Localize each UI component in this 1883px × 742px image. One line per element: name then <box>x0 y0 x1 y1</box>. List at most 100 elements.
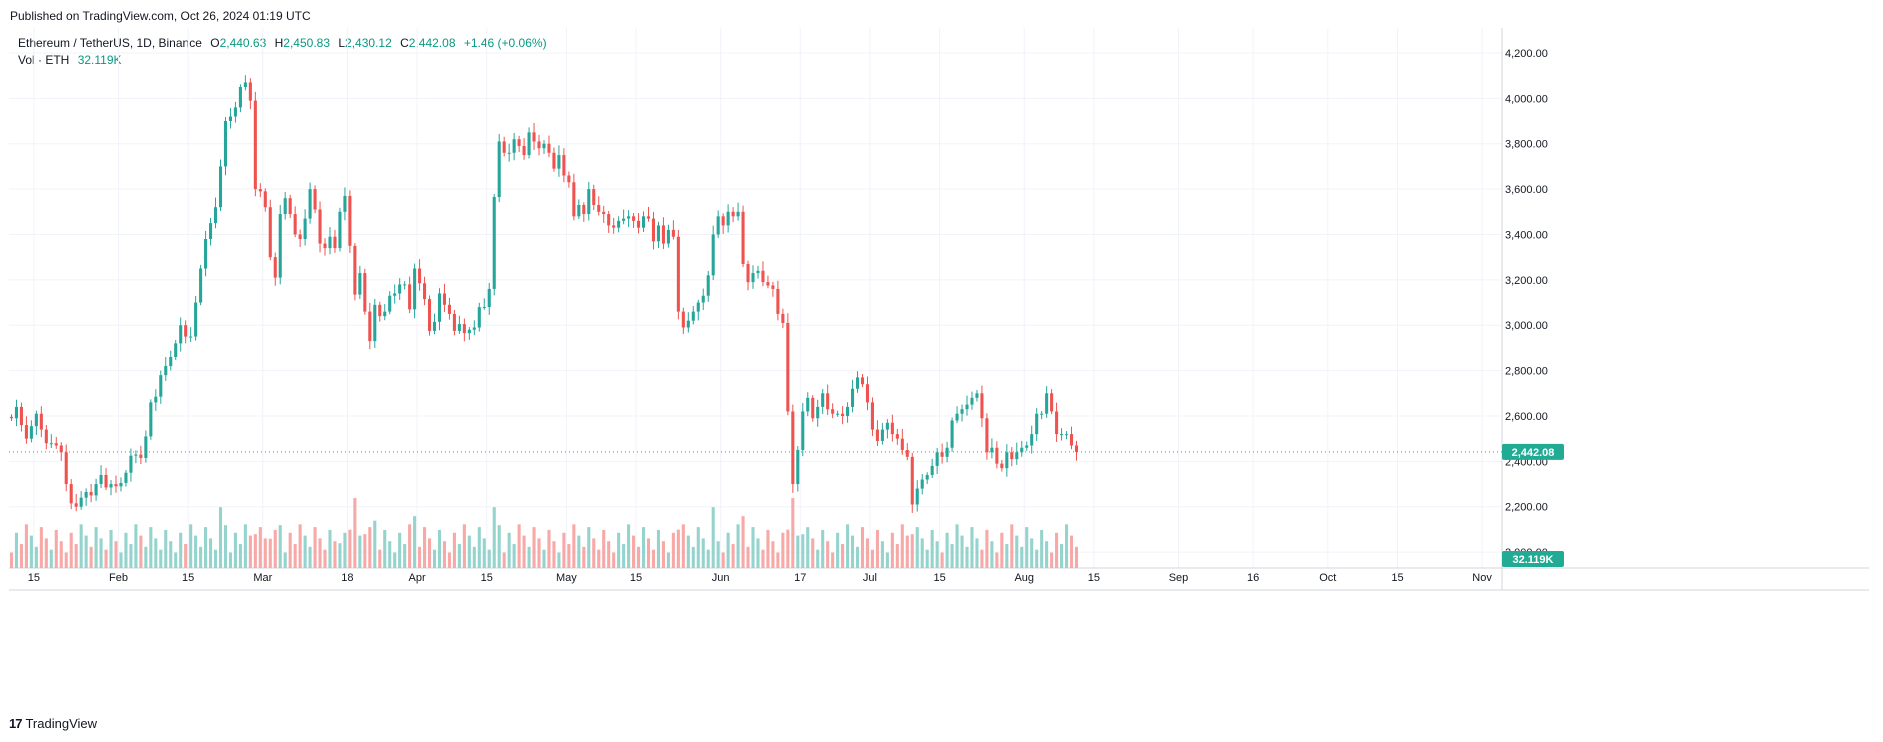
last-volume-badge <box>1502 551 1564 567</box>
candle <box>1015 452 1019 460</box>
volume-bar <box>960 535 964 568</box>
volume-bar <box>403 544 407 568</box>
candle <box>612 225 616 228</box>
candle <box>218 166 223 208</box>
volume-bar <box>751 527 755 568</box>
candle <box>995 447 999 464</box>
candle <box>293 214 297 235</box>
volume-bar <box>641 527 646 568</box>
volume-bar <box>318 538 322 568</box>
candle <box>607 214 611 226</box>
volume-bar <box>627 524 631 568</box>
volume-bar <box>617 532 621 568</box>
candle <box>84 491 88 498</box>
volume-bar <box>393 552 397 568</box>
ohlc-row: Ethereum / TetherUS, 1D, Binance O2,440.… <box>18 35 547 52</box>
volume-bar <box>34 546 38 568</box>
date-tick-label: Nov <box>1472 572 1492 584</box>
candle <box>622 218 626 221</box>
volume-bar <box>388 541 392 568</box>
candle <box>741 211 745 264</box>
volume-bar <box>164 529 168 568</box>
volume-bar <box>288 532 292 568</box>
candle <box>452 313 456 331</box>
volume-bar <box>577 535 581 568</box>
last-price-badge <box>1502 443 1564 460</box>
candle <box>353 245 357 295</box>
candlestick-chart[interactable]: 2,000.002,200.002,400.002,600.002,800.00… <box>9 28 1869 708</box>
volume-bar <box>54 529 58 568</box>
volume-bar <box>970 527 974 568</box>
candle <box>671 229 675 237</box>
volume-bar <box>691 546 695 568</box>
candle <box>373 304 377 342</box>
tradingview-logo-icon: 17 <box>9 716 23 731</box>
volume-bar <box>865 538 870 568</box>
candle <box>776 288 780 314</box>
close-label: C <box>400 36 409 50</box>
volume-bar <box>263 538 267 568</box>
volume-bar <box>826 541 830 568</box>
candle <box>1040 413 1044 415</box>
candle <box>124 472 128 483</box>
candle <box>532 132 536 142</box>
candle <box>467 329 471 334</box>
volume-bar <box>851 535 855 568</box>
volume-bar <box>1045 541 1049 568</box>
volume-bar <box>1035 549 1039 568</box>
volume-bar <box>661 541 665 568</box>
candle <box>432 321 437 331</box>
volume-bar <box>218 507 223 568</box>
chart-frame[interactable]: 2,000.002,200.002,400.002,600.002,800.00… <box>9 28 1869 708</box>
volume-bar <box>920 538 924 568</box>
candle <box>527 132 531 156</box>
volume-bar <box>19 544 23 568</box>
candle <box>637 220 641 228</box>
volume-bar <box>189 524 193 568</box>
volume-bar <box>965 546 969 568</box>
candle <box>1020 447 1024 453</box>
candle <box>343 195 347 212</box>
volume-bar <box>1020 546 1024 568</box>
candle <box>213 207 218 224</box>
volume-bar <box>801 534 805 568</box>
candle <box>851 388 855 407</box>
candle <box>860 377 865 385</box>
volume-bar <box>811 538 815 568</box>
candle <box>383 311 387 317</box>
volume-bar <box>74 544 78 568</box>
candle <box>502 141 506 153</box>
volume-bar <box>666 552 670 568</box>
candle <box>786 322 790 412</box>
candle <box>965 404 969 410</box>
candle <box>194 302 198 337</box>
volume-bar <box>333 541 337 568</box>
volume-bar <box>855 546 860 568</box>
volume-bar <box>9 552 14 568</box>
candle <box>945 447 949 457</box>
price-tick-label: 3,400.00 <box>1505 229 1548 241</box>
volume-bar <box>632 535 636 568</box>
candle <box>14 406 19 419</box>
volume-bar <box>885 552 889 568</box>
candle <box>149 402 153 437</box>
candle <box>378 304 382 317</box>
volume-bar <box>492 507 496 568</box>
candle <box>24 425 28 439</box>
volume-bar <box>184 544 188 568</box>
date-tick-label: Apr <box>409 572 426 584</box>
candle <box>248 82 252 101</box>
candle <box>641 216 646 228</box>
volume-bar <box>766 529 770 568</box>
volume-bar <box>353 498 357 568</box>
volume-bar <box>199 546 203 568</box>
low-value: 2,430.12 <box>345 36 392 50</box>
candle <box>204 239 208 269</box>
candle <box>627 216 631 219</box>
candle <box>104 474 108 488</box>
candle <box>915 488 919 505</box>
candle <box>836 413 840 415</box>
price-tick-label: 3,800.00 <box>1505 139 1548 151</box>
candle <box>139 454 143 458</box>
volume-bar <box>84 535 88 568</box>
